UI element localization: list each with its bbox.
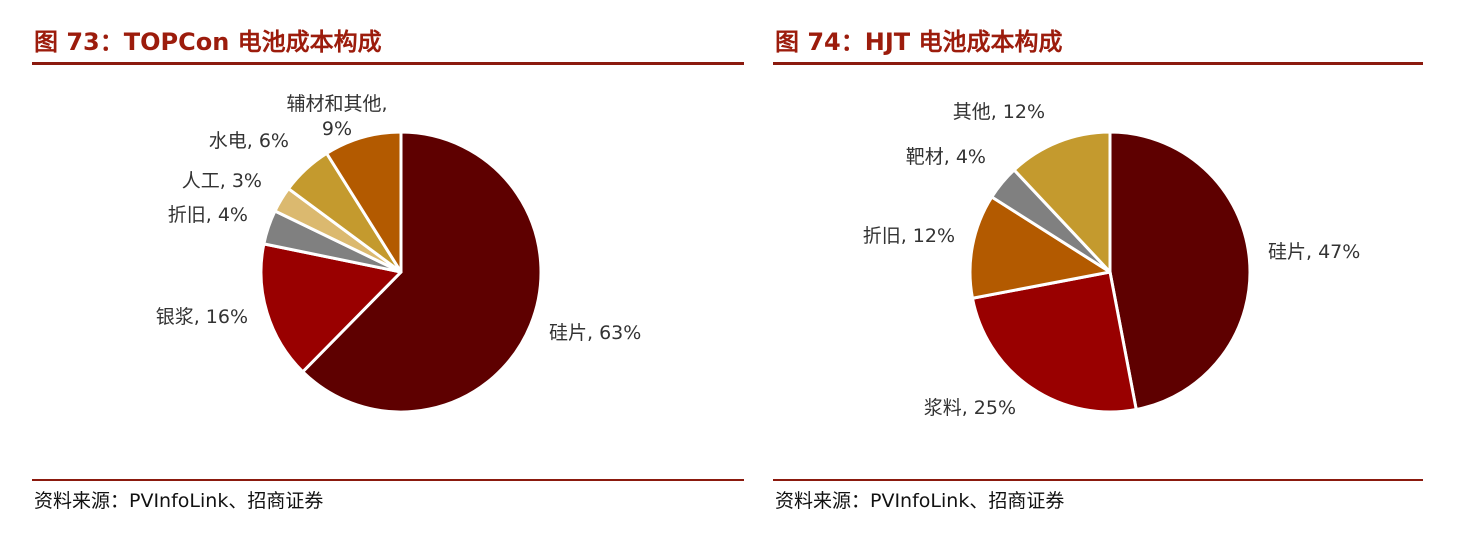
slice-label-其他: 其他, 12%: [953, 101, 1045, 123]
slice-label-人工: 人工, 3%: [182, 170, 262, 192]
pie-chart-hjt: 硅片, 47% 浆料, 25% 折旧, 12% 靶材, 4% 其他, 12%: [863, 101, 1361, 419]
source-note: 资料来源：PVInfoLink、招商证券: [34, 490, 324, 512]
figure-title: 图 73：TOPCon 电池成本构成: [34, 28, 382, 56]
chart-panel-hjt: 图 74：HJT 电池成本构成 硅片, 47% 浆料, 25% 折旧, 12% 靶材,…: [773, 0, 1423, 539]
slice-label-硅片: 硅片, 47%: [1268, 241, 1360, 263]
slice-label-辅材和其他: 辅材和其他, 9%: [286, 93, 387, 140]
slice-label-银浆: 银浆, 16%: [156, 306, 248, 328]
title-rule: [773, 62, 1423, 65]
slice-label-靶材: 靶材, 4%: [906, 146, 986, 168]
source-rule: [32, 479, 744, 481]
chart-panel-topcon: 图 73：TOPCon 电池成本构成 硅片, 63% 银浆, 16% 折旧, 4% 人…: [32, 0, 744, 539]
pie-slice-硅片: [301, 130, 543, 414]
figure-title: 图 74：HJT 电池成本构成: [775, 28, 1063, 56]
pie-slice-辅材和其他: [325, 130, 403, 274]
pie-chart-topcon: 硅片, 63% 银浆, 16% 折旧, 4% 人工, 3% 水电, 6%辅材和其他, 9%: [156, 93, 641, 414]
pie-slice-其他: [1012, 130, 1112, 274]
pie-slice-硅片: [1108, 130, 1252, 412]
slice-label-浆料: 浆料, 25%: [924, 397, 1016, 419]
source-note: 资料来源：PVInfoLink、招商证券: [775, 490, 1065, 512]
slice-label-水电: 水电, 6%: [209, 130, 289, 152]
pie-slice-折旧: [968, 195, 1112, 300]
slice-label-折旧: 折旧, 4%: [168, 204, 248, 226]
title-rule: [32, 62, 744, 65]
slice-label-折旧: 折旧, 12%: [863, 225, 955, 247]
slice-label-硅片: 硅片, 63%: [549, 322, 641, 344]
source-rule: [773, 479, 1423, 481]
pie-slice-浆料: [970, 270, 1138, 414]
pie-slice-银浆: [259, 242, 403, 374]
